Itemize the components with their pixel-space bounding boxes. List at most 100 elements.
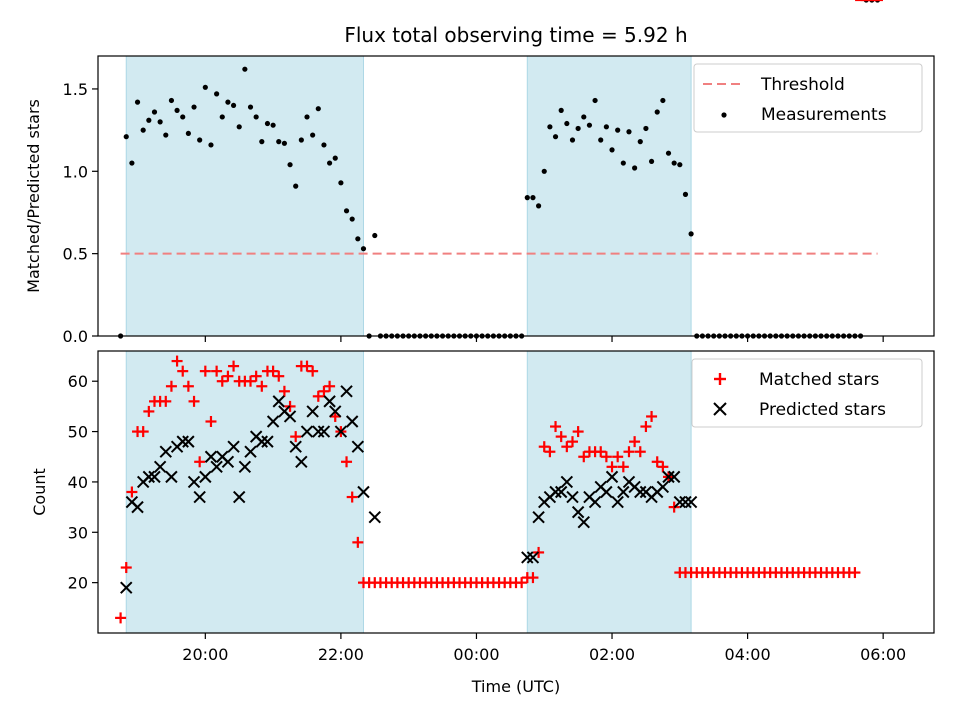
matched-star-point	[640, 421, 652, 433]
measurement-point	[264, 120, 271, 127]
matched-star-point	[143, 405, 155, 417]
predicted-star-point	[351, 440, 365, 453]
matched-star-point	[572, 426, 584, 438]
measurement-point	[287, 162, 293, 168]
predicted-star-point	[611, 495, 624, 509]
measurement-point	[665, 150, 672, 156]
x-tick-label: 06:00	[860, 645, 906, 664]
predicted-star-point	[204, 450, 218, 463]
top-panel-x-ticks	[204, 336, 884, 342]
predicted-star-point	[679, 495, 692, 509]
matched-star-point	[250, 370, 262, 382]
measurement-point	[541, 168, 547, 174]
y-tick-label: 0.0	[63, 327, 88, 346]
measurement-point	[134, 99, 141, 105]
predicted-star-point	[182, 435, 195, 448]
matched-star-point	[600, 451, 612, 463]
top-panel: 0.0 0.5 1.0 1.5 Matched/Predicted stars Thr…	[24, 0, 935, 346]
measurement-point	[315, 106, 321, 112]
measurement-point	[558, 107, 564, 113]
measurement-point	[168, 97, 175, 104]
predicted-star-point	[323, 395, 336, 408]
matched-star-point	[222, 370, 234, 382]
measurement-point	[671, 160, 677, 166]
predicted-star-point	[521, 551, 534, 564]
measurement-point	[219, 114, 225, 120]
predicted-star-point	[159, 445, 172, 458]
measurement-point	[146, 117, 152, 123]
legend-measurements-swatch	[721, 112, 727, 118]
predicted-star-point	[600, 485, 613, 499]
matched-star-point	[629, 436, 641, 448]
measurement-point	[603, 124, 609, 130]
bottom-legend-frame	[691, 358, 923, 428]
measurement-point	[586, 122, 593, 128]
matched-star-point	[578, 451, 590, 463]
measurement-point	[535, 203, 542, 209]
measurement-point	[343, 208, 350, 214]
bottom-panel-frame	[97, 350, 935, 634]
top-panel-shaded-intervals	[125, 55, 692, 337]
top-panel-y-ticks: 0.0 0.5 1.0 1.5	[63, 80, 98, 346]
matched-star-point	[115, 612, 127, 624]
matched-star-point	[538, 441, 550, 453]
legend-matched-label: Matched stars	[759, 370, 879, 390]
measurement-point	[236, 124, 242, 130]
measurement-point	[202, 84, 208, 90]
predicted-star-point	[238, 460, 252, 474]
measurement-point	[214, 91, 220, 97]
matched-star-point	[341, 456, 353, 468]
measurement-point	[637, 139, 643, 145]
matched-star-point	[307, 365, 319, 377]
top-legend-frame	[693, 63, 923, 133]
matched-star-point	[199, 365, 211, 377]
matched-star-point	[273, 370, 285, 382]
measurement-point	[326, 160, 333, 166]
measurement-point	[332, 155, 338, 161]
x-tick-label: 00:00	[453, 645, 499, 664]
predicted-star-point	[329, 405, 342, 418]
matched-star-point	[617, 461, 629, 473]
measurement-point	[581, 114, 587, 120]
y-tick-label: 1.5	[63, 80, 88, 99]
matched-star-point	[211, 365, 223, 377]
matched-star-point	[126, 486, 138, 498]
matched-star-point	[346, 491, 358, 503]
x-tick-label: 02:00	[589, 645, 635, 664]
measurement-point	[643, 125, 649, 132]
y-tick-label: 30	[68, 523, 88, 542]
matched-star-point	[555, 431, 567, 443]
matched-star-point	[657, 461, 669, 473]
top-panel-legend: Threshold Measurements	[693, 63, 923, 133]
predicted-star-point	[560, 475, 574, 489]
matched-star-point	[137, 426, 149, 438]
predicted-star-point	[244, 445, 257, 458]
measurement-point	[253, 114, 259, 120]
predicted-star-point	[577, 516, 590, 529]
matched-star-point	[188, 395, 200, 407]
predicted-star-point	[199, 470, 212, 484]
measurement-point	[688, 231, 694, 237]
matched-star-point	[352, 536, 364, 548]
predicted-star-point	[193, 490, 206, 504]
predicted-star-point	[210, 460, 223, 474]
predicted-star-point	[656, 480, 670, 494]
predicted-star-point	[312, 425, 325, 438]
measurement-point	[564, 120, 570, 127]
bottom-panel-legend: Matched stars Predicted stars	[691, 358, 923, 428]
predicted-star-point	[255, 435, 269, 448]
measurement-point	[575, 125, 581, 132]
predicted-star-point	[340, 385, 353, 398]
matched-star-point	[216, 375, 228, 387]
top-panel-frame	[97, 55, 935, 337]
predicted-star-point	[684, 495, 698, 509]
measurement-point	[298, 137, 304, 143]
measurement-point	[620, 160, 626, 166]
matched-star-point	[182, 380, 194, 392]
predicted-star-point	[667, 470, 681, 484]
predicted-star-point	[634, 485, 647, 499]
bottom-panel-x-ticks: 20:00 22:00 00:00 02:00 04:00 06:00	[182, 633, 906, 664]
y-tick-label: 20	[68, 574, 88, 593]
shaded-interval	[526, 55, 692, 337]
